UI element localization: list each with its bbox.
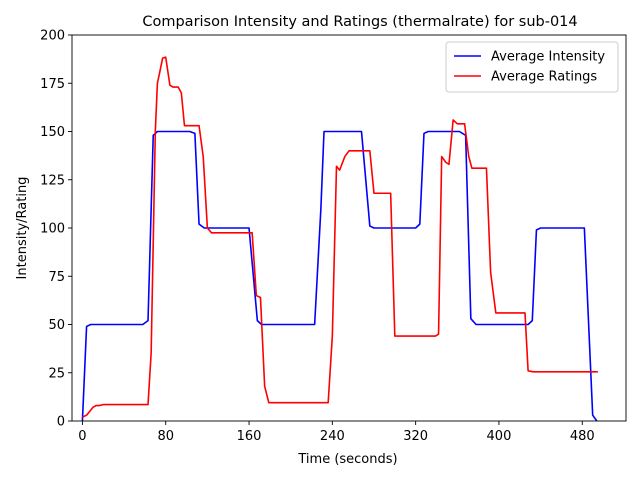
series-line-2 — [82, 56, 598, 418]
x-tick-label: 400 — [487, 429, 512, 444]
y-tick-label: 200 — [40, 29, 65, 44]
y-tick-label: 125 — [40, 173, 65, 188]
legend: Average Intensity Average Ratings — [445, 41, 619, 93]
x-tick-label: 0 — [78, 429, 86, 444]
y-tick-label: 0 — [57, 415, 65, 430]
x-axis-label: Time (seconds) — [297, 452, 397, 467]
y-tick-label: 150 — [40, 125, 65, 140]
axis-ticks: 0 80 160 240 320 400 480 0 25 50 75 100 125 150 175 200 — [40, 29, 595, 445]
y-tick-label: 50 — [48, 318, 65, 333]
legend-box — [445, 41, 619, 93]
x-tick-label: 160 — [237, 429, 262, 444]
x-tick-label: 80 — [157, 429, 174, 444]
legend-label-2: Average Ratings — [491, 70, 597, 85]
chart-title: Comparison Intensity and Ratings (therma… — [142, 14, 577, 30]
legend-label-1: Average Intensity — [491, 50, 605, 65]
y-tick-label: 175 — [40, 77, 65, 92]
y-tick-label: 100 — [40, 222, 65, 237]
y-tick-label: 25 — [48, 366, 65, 381]
x-tick-label: 480 — [570, 429, 595, 444]
x-tick-label: 320 — [403, 429, 428, 444]
x-tick-label: 240 — [320, 429, 345, 444]
y-axis-label: Intensity/Rating — [15, 177, 30, 280]
y-tick-label: 75 — [48, 270, 65, 285]
